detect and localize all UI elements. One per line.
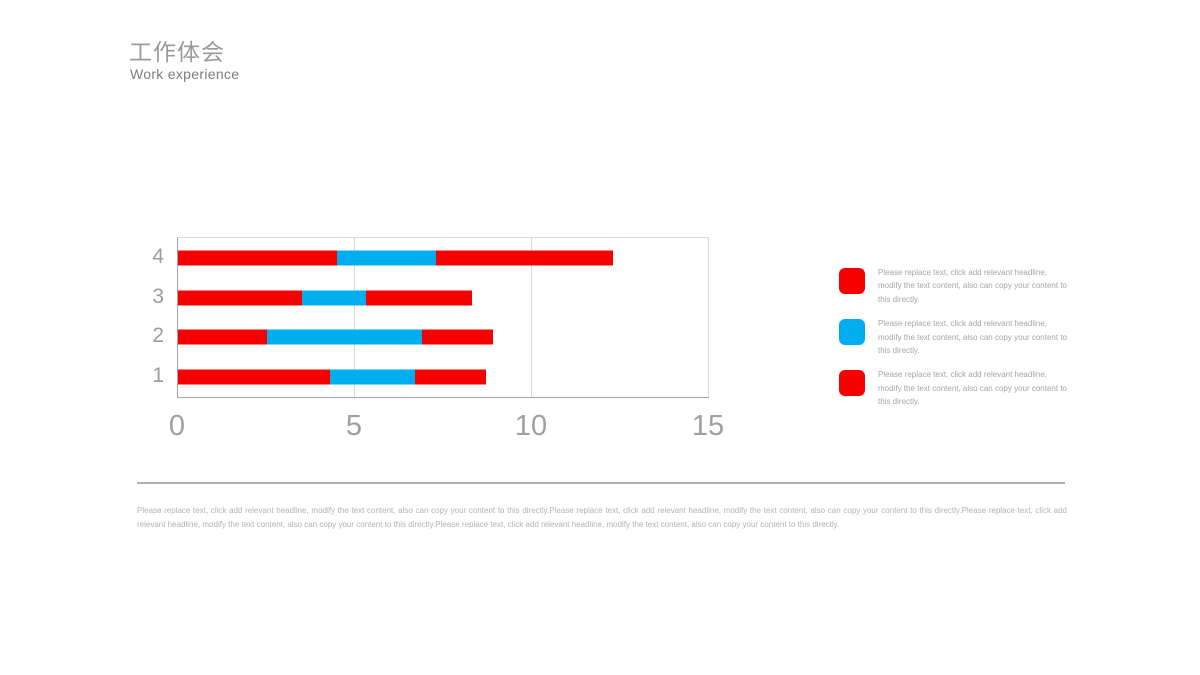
x-tick-label: 0 [168,410,186,442]
legend-text: Please replace text, click add relevant … [878,370,1067,407]
gridline [708,238,709,397]
legend-item: Please replace text, click add relevant … [839,268,1079,306]
bar-segment [436,250,614,266]
legend-swatch-icon [839,370,865,397]
bar-chart-plot [177,237,709,398]
bar-segment [266,329,423,345]
bar-segment [178,329,267,345]
legend-item: Please replace text, click add relevant … [839,370,1079,408]
chart-row [178,357,709,397]
accent-red-block [0,39,91,71]
bar-segment [330,369,416,385]
legend-swatch-icon [839,319,865,346]
bar-segment [301,290,366,306]
gridline [530,238,532,397]
chart-x-axis-labels: 0 5 10 15 [169,410,724,444]
gridline [353,238,355,397]
chart-row [178,238,709,278]
bar-segment [178,369,331,385]
chart-row [178,278,709,318]
bar-segment [415,369,486,385]
legend-item: Please replace text, click add relevant … [839,319,1079,357]
bar-segment [337,250,437,266]
chart-category-labels: 4 3 2 1 [118,237,166,396]
x-tick-label: 10 [514,410,548,442]
x-tick-label: 5 [345,410,363,442]
bar-segment [178,290,302,306]
page-title: 工作体会 [129,39,225,65]
legend-text: Please replace text, click add relevant … [878,268,1067,304]
category-label: 3 [152,284,164,308]
stacked-bar-category-4 [178,250,709,266]
legend-text: Please replace text, click add relevant … [878,319,1067,356]
bar-segment [365,290,472,306]
chart-rows [178,238,709,397]
chart-legend: Please replace text, click add relevant … [839,268,1079,422]
page-subtitle: Work experience [130,66,240,82]
footer-divider [137,482,1065,484]
bar-segment [422,329,494,345]
category-label: 4 [152,244,164,268]
legend-swatch-icon [839,268,865,294]
stacked-bar-category-2 [178,329,709,345]
bar-segment [178,250,338,266]
x-tick-label: 15 [691,410,725,442]
chart-row [178,318,709,358]
footer-paragraph: Please replace text, click add relevant … [137,506,1067,529]
category-label: 2 [152,324,164,348]
stacked-bar-category-1 [178,369,709,385]
category-label: 1 [152,364,164,388]
stacked-bar-category-3 [178,290,709,306]
